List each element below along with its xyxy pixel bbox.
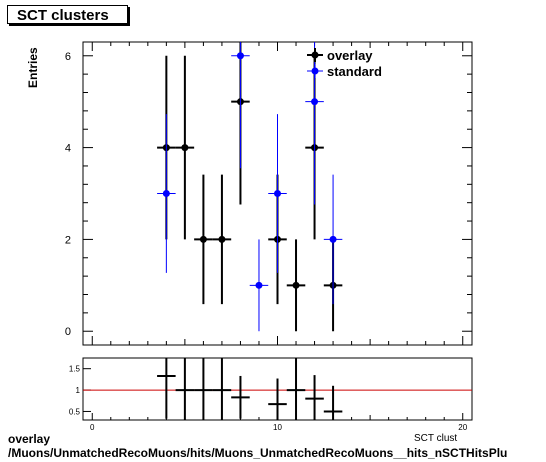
ratio-y-tick-label: 1 — [76, 386, 81, 395]
ratio-point — [175, 358, 195, 420]
ratio-point — [305, 375, 324, 420]
marker — [292, 281, 300, 289]
marker — [199, 235, 207, 243]
legend-entry-standard: standard — [307, 64, 382, 79]
marker — [311, 98, 319, 106]
ratio-point — [268, 378, 287, 420]
ratio-point — [286, 358, 306, 420]
marker — [329, 235, 337, 243]
legend-marker — [311, 51, 319, 59]
marker — [181, 144, 189, 152]
ratio-axes: 0 10 20 0.5 1 1.5 — [69, 365, 472, 432]
marker — [255, 281, 263, 289]
standard-point — [231, 42, 250, 169]
ratio-point — [194, 358, 213, 420]
legend-label: standard — [327, 64, 382, 79]
ratio-y-tick-label: 0.5 — [69, 407, 81, 416]
overlay-point — [175, 55, 195, 240]
standard-point — [268, 114, 287, 273]
footer-label: overlay — [8, 432, 51, 446]
marker — [274, 190, 281, 197]
marker — [218, 235, 226, 243]
overlay-point — [212, 174, 232, 305]
y-tick-label: 6 — [65, 51, 71, 63]
legend-entry-overlay: overlay — [307, 48, 373, 63]
y-tick-label: 4 — [65, 143, 71, 155]
main-data-marks — [157, 42, 343, 332]
footer-path: /Muons/UnmatchedRecoMuons/hits/Muons_Unm… — [8, 446, 508, 460]
ratio-point — [157, 358, 176, 419]
standard-point — [157, 114, 176, 273]
x-axis-label-fragment: SCT clust — [414, 433, 457, 444]
ratio-x-tick-label: 20 — [458, 423, 467, 432]
standard-point — [249, 239, 269, 332]
y-axis-label: Entries — [26, 47, 40, 88]
overlay-point — [286, 239, 306, 332]
ratio-point — [323, 385, 343, 420]
overlay-point — [194, 174, 213, 305]
standard-point — [323, 174, 343, 305]
y-tick-label: 0 — [65, 326, 71, 338]
ratio-y-tick-label: 1.5 — [69, 365, 81, 374]
ratio-point — [212, 358, 232, 420]
ratio-x-tick-label: 0 — [90, 423, 95, 432]
legend-label: overlay — [327, 48, 373, 63]
ratio-x-tick-label: 10 — [273, 423, 282, 432]
main-axes: 0 2 4 6 — [65, 42, 472, 345]
y-tick-label: 2 — [65, 234, 71, 246]
ratio-data-marks — [157, 358, 343, 420]
chart-title: SCT clusters — [7, 5, 128, 24]
legend-marker — [311, 67, 319, 75]
marker — [162, 190, 170, 197]
marker — [236, 52, 244, 60]
ratio-point — [231, 375, 250, 419]
